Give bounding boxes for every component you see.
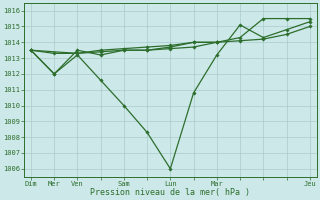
X-axis label: Pression niveau de la mer( hPa ): Pression niveau de la mer( hPa ) <box>90 188 250 197</box>
